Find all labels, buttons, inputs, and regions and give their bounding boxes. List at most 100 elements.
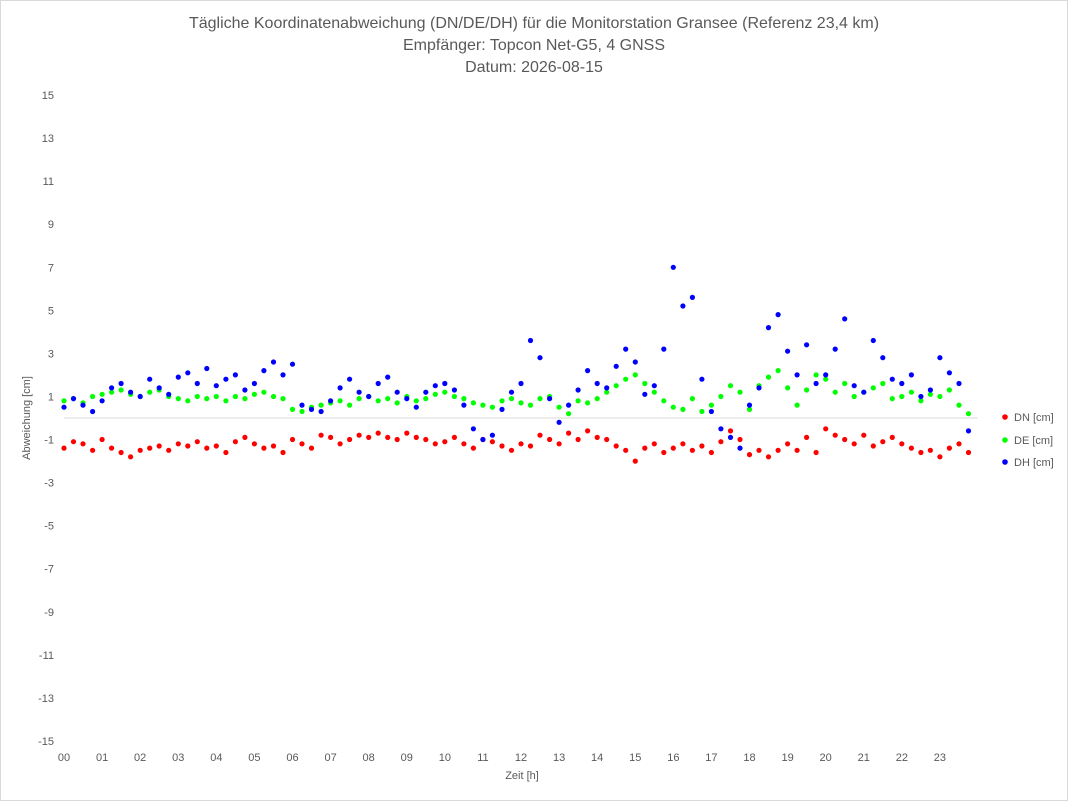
point-dn bbox=[870, 443, 876, 449]
point-dh bbox=[746, 402, 753, 408]
point-dn bbox=[194, 439, 200, 445]
point-dh bbox=[699, 376, 705, 382]
point-dn bbox=[823, 426, 829, 432]
point-de bbox=[870, 385, 876, 391]
point-dn bbox=[527, 443, 534, 449]
point-de bbox=[413, 398, 419, 404]
point-de bbox=[337, 398, 343, 404]
point-de bbox=[794, 402, 800, 408]
point-dh bbox=[775, 312, 781, 318]
point-de bbox=[718, 393, 724, 400]
point-dh bbox=[689, 294, 696, 300]
point-de bbox=[461, 396, 467, 402]
point-dn bbox=[156, 443, 162, 449]
point-dn bbox=[813, 449, 819, 456]
point-de bbox=[680, 406, 686, 412]
point-de bbox=[385, 396, 391, 402]
point-de bbox=[689, 396, 696, 402]
point-dh bbox=[899, 380, 905, 387]
chart-title-line-2: Empfänger: Topcon Net-G5, 4 GNSS bbox=[403, 37, 665, 54]
point-de bbox=[489, 404, 495, 410]
point-dh bbox=[765, 325, 772, 331]
y-tick-label: -5 bbox=[44, 521, 54, 533]
x-tick-label: 19 bbox=[781, 752, 793, 764]
point-dn bbox=[727, 428, 734, 434]
point-dn bbox=[556, 441, 562, 447]
point-dn bbox=[651, 441, 657, 447]
point-dh bbox=[575, 387, 581, 393]
point-dn bbox=[604, 436, 610, 443]
point-dh bbox=[556, 419, 562, 425]
point-de bbox=[423, 396, 429, 402]
point-dn bbox=[137, 447, 143, 453]
x-tick-label: 06 bbox=[286, 752, 298, 764]
point-de bbox=[956, 402, 962, 408]
point-dn bbox=[965, 449, 972, 456]
y-tick-label: -15 bbox=[38, 736, 54, 748]
point-dh bbox=[308, 406, 315, 412]
legend: DN [cm] DE [cm] DH [cm] bbox=[1002, 412, 1054, 469]
point-dn bbox=[518, 441, 524, 447]
point-de bbox=[642, 380, 648, 387]
point-dh bbox=[851, 383, 857, 389]
legend-label-de: DE [cm] bbox=[1014, 435, 1053, 447]
y-tick-label: -13 bbox=[38, 693, 54, 705]
point-dn bbox=[366, 434, 372, 440]
point-de bbox=[775, 368, 781, 374]
point-de bbox=[118, 387, 124, 393]
point-dh bbox=[242, 387, 248, 393]
point-de bbox=[109, 389, 115, 395]
point-dn bbox=[80, 441, 86, 447]
point-dn bbox=[270, 443, 277, 449]
point-dh bbox=[175, 374, 181, 380]
point-de bbox=[708, 402, 715, 408]
point-dn bbox=[880, 439, 886, 445]
x-tick-label: 04 bbox=[210, 752, 222, 764]
point-dh bbox=[718, 426, 724, 432]
point-dn bbox=[566, 430, 572, 436]
point-dn bbox=[442, 439, 448, 445]
point-de bbox=[946, 387, 953, 393]
point-dn bbox=[804, 434, 810, 440]
point-dh bbox=[232, 372, 238, 378]
x-tick-label: 00 bbox=[58, 752, 70, 764]
point-dn bbox=[489, 439, 495, 445]
legend-label-dh: DH [cm] bbox=[1014, 457, 1054, 469]
point-dh bbox=[861, 389, 867, 395]
point-dh bbox=[194, 380, 200, 387]
point-dh bbox=[80, 402, 86, 408]
x-tick-label: 18 bbox=[743, 752, 755, 764]
point-dn bbox=[394, 436, 400, 443]
point-dn bbox=[908, 445, 915, 451]
point-dn bbox=[423, 436, 429, 443]
point-de bbox=[908, 389, 915, 395]
point-dn bbox=[699, 443, 705, 449]
point-dh bbox=[794, 372, 800, 378]
point-dn bbox=[308, 445, 315, 451]
point-de bbox=[832, 389, 838, 395]
point-de bbox=[727, 383, 734, 389]
point-dn bbox=[289, 436, 296, 443]
series-dn bbox=[61, 426, 972, 464]
point-de bbox=[232, 393, 238, 400]
point-dn bbox=[109, 445, 115, 451]
point-de bbox=[347, 402, 353, 408]
legend-marker-dh bbox=[1002, 459, 1008, 465]
point-de bbox=[623, 376, 629, 382]
point-dh bbox=[927, 387, 934, 393]
point-dh bbox=[918, 393, 924, 400]
x-tick-label: 22 bbox=[896, 752, 908, 764]
point-de bbox=[289, 406, 296, 412]
point-de bbox=[594, 396, 600, 402]
point-de bbox=[508, 396, 515, 402]
y-tick-label: 11 bbox=[43, 176, 54, 188]
point-de bbox=[261, 389, 267, 395]
point-dn bbox=[90, 447, 96, 453]
point-dh bbox=[137, 393, 143, 400]
point-de bbox=[90, 393, 96, 400]
x-tick-label: 13 bbox=[553, 752, 565, 764]
point-dh bbox=[347, 376, 353, 382]
point-dh bbox=[90, 408, 96, 415]
point-dh bbox=[937, 355, 943, 361]
point-dh bbox=[499, 406, 505, 412]
